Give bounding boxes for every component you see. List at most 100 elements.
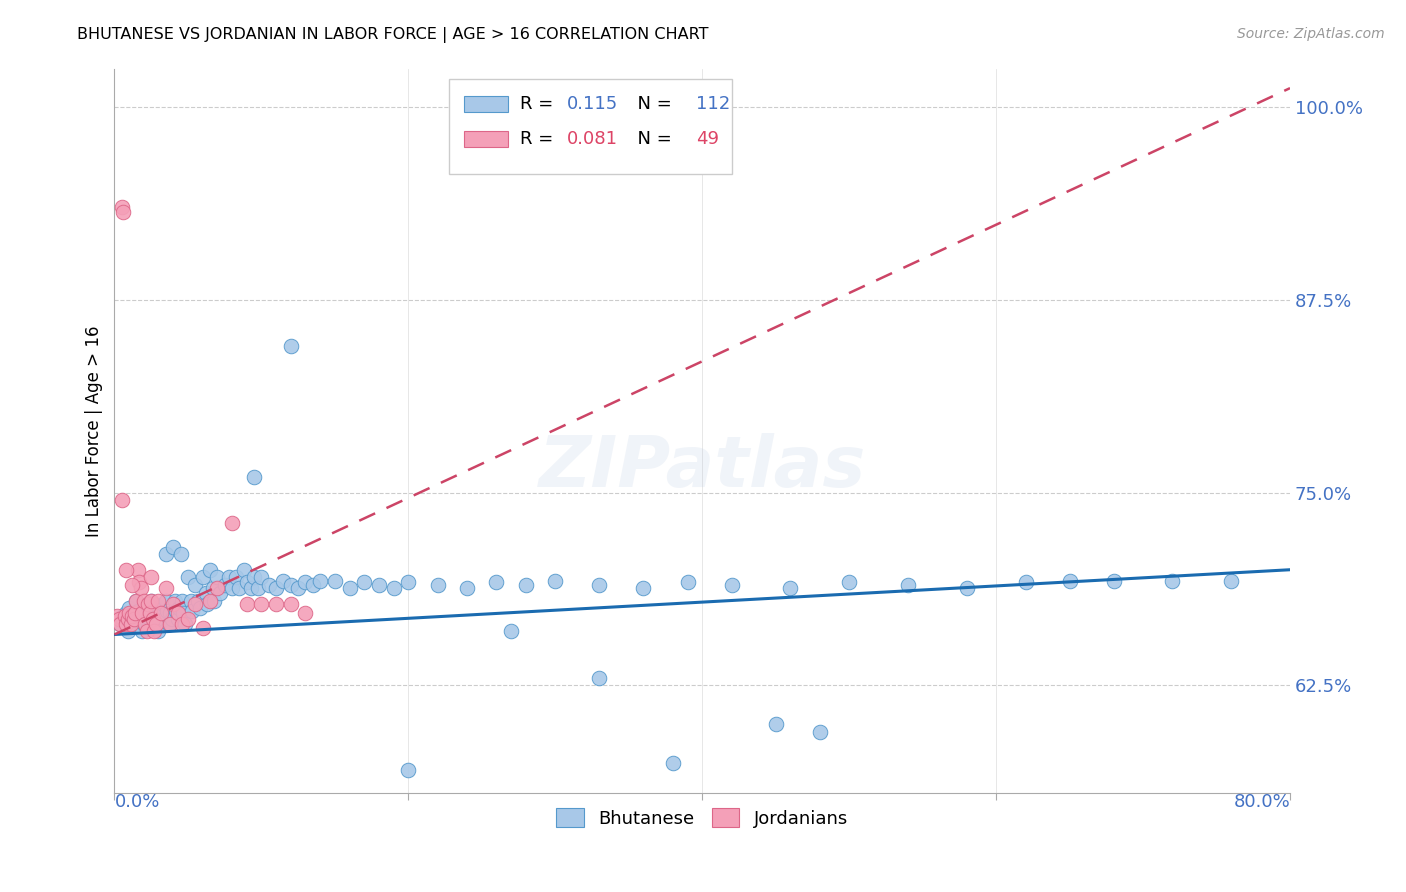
- Point: [170, 593, 193, 607]
- Point: [115, 606, 138, 620]
- Point: [153, 612, 176, 626]
- Text: N =: N =: [626, 130, 678, 148]
- Point: [228, 581, 250, 595]
- Point: [118, 612, 141, 626]
- Text: 0.081: 0.081: [567, 130, 619, 148]
- Point: [779, 581, 801, 595]
- Point: [145, 620, 167, 634]
- Point: [122, 612, 145, 626]
- Point: [134, 616, 156, 631]
- Point: [125, 593, 148, 607]
- Point: [309, 574, 332, 588]
- Point: [142, 612, 165, 626]
- Point: [191, 570, 214, 584]
- Point: [121, 609, 143, 624]
- Point: [129, 581, 152, 595]
- Point: [115, 616, 138, 631]
- Point: [247, 581, 270, 595]
- Point: [112, 205, 135, 219]
- Point: [145, 616, 167, 631]
- Point: [112, 609, 135, 624]
- Point: [110, 616, 132, 631]
- Point: [1059, 574, 1081, 588]
- Point: [396, 763, 419, 777]
- Point: [132, 616, 155, 631]
- Point: [1161, 574, 1184, 588]
- Point: [145, 601, 167, 615]
- Text: 0.115: 0.115: [567, 95, 619, 113]
- Point: [132, 593, 155, 607]
- Point: [174, 616, 197, 631]
- Point: [134, 609, 156, 624]
- Text: N =: N =: [626, 95, 678, 113]
- Text: 0.0%: 0.0%: [114, 793, 160, 812]
- Point: [250, 597, 273, 611]
- Point: [323, 574, 346, 588]
- Point: [118, 601, 141, 615]
- Point: [243, 470, 266, 484]
- Point: [207, 581, 229, 595]
- Point: [135, 597, 157, 611]
- FancyBboxPatch shape: [450, 79, 731, 174]
- Point: [588, 578, 610, 592]
- Point: [111, 493, 134, 508]
- Point: [177, 570, 200, 584]
- Point: [456, 581, 478, 595]
- Point: [232, 563, 254, 577]
- FancyBboxPatch shape: [464, 96, 508, 112]
- Point: [120, 616, 142, 631]
- FancyBboxPatch shape: [464, 131, 508, 147]
- Point: [131, 606, 153, 620]
- Point: [250, 570, 273, 584]
- Point: [105, 609, 128, 624]
- Point: [143, 624, 166, 639]
- Point: [280, 597, 302, 611]
- Point: [202, 593, 225, 607]
- Point: [720, 578, 742, 592]
- Point: [124, 606, 146, 620]
- Point: [152, 597, 174, 611]
- Point: [676, 575, 699, 590]
- Point: [117, 612, 139, 626]
- Point: [148, 593, 170, 607]
- Point: [143, 609, 166, 624]
- Point: [156, 604, 179, 618]
- Point: [141, 593, 163, 607]
- Point: [155, 593, 177, 607]
- Point: [838, 575, 860, 590]
- Point: [287, 581, 309, 595]
- Point: [166, 612, 188, 626]
- Point: [125, 612, 148, 626]
- Point: [167, 601, 190, 615]
- Point: [544, 574, 567, 588]
- Point: [150, 606, 173, 620]
- Point: [177, 612, 200, 626]
- Point: [129, 606, 152, 620]
- Point: [108, 612, 131, 626]
- Point: [169, 547, 191, 561]
- Point: [141, 593, 163, 607]
- Point: [257, 578, 280, 592]
- Point: [209, 586, 232, 600]
- Point: [956, 581, 979, 595]
- Text: 112: 112: [696, 95, 731, 113]
- Point: [207, 570, 229, 584]
- Text: 49: 49: [696, 130, 720, 148]
- Point: [159, 606, 181, 620]
- Point: [124, 609, 146, 624]
- Point: [159, 616, 181, 631]
- Point: [160, 612, 183, 626]
- Point: [294, 575, 316, 590]
- Point: [166, 606, 188, 620]
- Point: [117, 624, 139, 639]
- Point: [131, 624, 153, 639]
- Point: [515, 578, 537, 592]
- Point: [157, 616, 180, 631]
- Point: [396, 575, 419, 590]
- Point: [1102, 574, 1125, 588]
- Point: [501, 624, 523, 639]
- Point: [180, 593, 202, 607]
- Point: [111, 200, 134, 214]
- Point: [121, 578, 143, 592]
- Point: [118, 606, 141, 620]
